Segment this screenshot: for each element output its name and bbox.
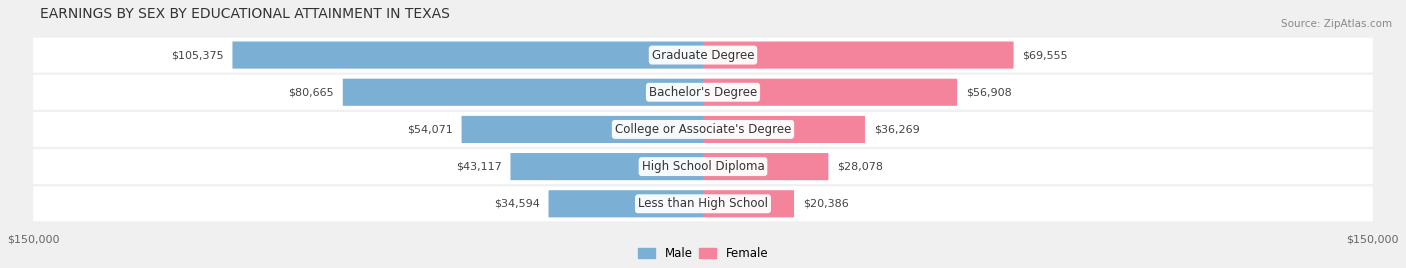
Text: $105,375: $105,375: [172, 50, 224, 60]
FancyBboxPatch shape: [510, 153, 703, 180]
FancyBboxPatch shape: [34, 186, 1372, 221]
Text: $20,386: $20,386: [803, 199, 849, 209]
FancyBboxPatch shape: [232, 42, 703, 69]
Text: EARNINGS BY SEX BY EDUCATIONAL ATTAINMENT IN TEXAS: EARNINGS BY SEX BY EDUCATIONAL ATTAINMEN…: [39, 7, 450, 21]
FancyBboxPatch shape: [703, 190, 794, 217]
Text: Bachelor's Degree: Bachelor's Degree: [650, 86, 756, 99]
FancyBboxPatch shape: [548, 190, 703, 217]
Text: Source: ZipAtlas.com: Source: ZipAtlas.com: [1281, 19, 1392, 29]
Text: $54,071: $54,071: [406, 124, 453, 135]
Text: $43,117: $43,117: [456, 162, 502, 172]
Text: High School Diploma: High School Diploma: [641, 160, 765, 173]
Text: $34,594: $34,594: [494, 199, 540, 209]
Legend: Male, Female: Male, Female: [637, 247, 769, 260]
Text: Graduate Degree: Graduate Degree: [652, 49, 754, 62]
FancyBboxPatch shape: [703, 79, 957, 106]
FancyBboxPatch shape: [461, 116, 703, 143]
FancyBboxPatch shape: [34, 149, 1372, 184]
FancyBboxPatch shape: [703, 116, 865, 143]
Text: College or Associate's Degree: College or Associate's Degree: [614, 123, 792, 136]
Text: $28,078: $28,078: [838, 162, 883, 172]
FancyBboxPatch shape: [34, 75, 1372, 110]
FancyBboxPatch shape: [343, 79, 703, 106]
FancyBboxPatch shape: [34, 112, 1372, 147]
Text: $56,908: $56,908: [966, 87, 1012, 97]
FancyBboxPatch shape: [703, 42, 1014, 69]
Text: $36,269: $36,269: [875, 124, 920, 135]
Text: $69,555: $69,555: [1022, 50, 1069, 60]
FancyBboxPatch shape: [34, 38, 1372, 73]
Text: Less than High School: Less than High School: [638, 197, 768, 210]
Text: $80,665: $80,665: [288, 87, 333, 97]
FancyBboxPatch shape: [703, 153, 828, 180]
